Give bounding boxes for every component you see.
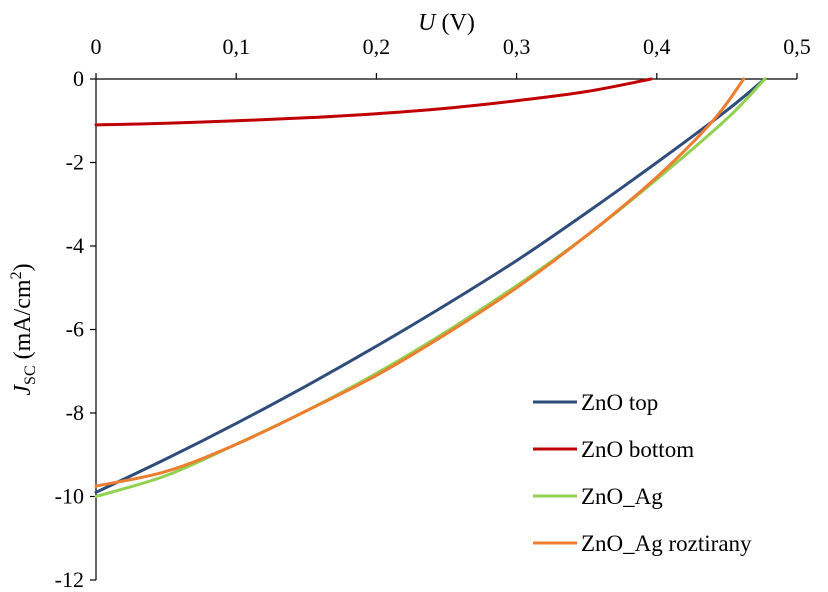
x-axis-unit: (V)	[436, 10, 475, 36]
x-tick-label: 0,2	[363, 34, 391, 59]
legend-label: ZnO top	[581, 390, 658, 415]
y-tick-label: -4	[66, 233, 84, 258]
legend-label: ZnO_Ag	[581, 484, 663, 509]
x-tick-label: 0,4	[643, 34, 671, 59]
y-tick-label: -2	[66, 150, 84, 175]
y-axis-superscript: 2	[8, 271, 25, 279]
y-axis-variable: J	[10, 384, 36, 396]
x-tick-label: 0,3	[503, 34, 531, 59]
series-line	[94, 77, 767, 494]
y-axis-subscript: SC	[22, 365, 39, 385]
series-group	[94, 77, 767, 498]
x-tick-label: 0	[91, 34, 102, 59]
legend-label: ZnO bottom	[581, 437, 694, 462]
series-line	[94, 77, 653, 127]
y-ticks: 0 -2 -4 -6 -8 -10 -12	[55, 66, 96, 592]
axes	[95, 78, 797, 580]
y-tick-label: 0	[73, 66, 84, 91]
y-axis-title: JSC (mA/cm2)	[8, 263, 39, 395]
legend-label: ZnO_Ag roztirany	[581, 531, 752, 556]
y-tick-label: -6	[66, 317, 84, 342]
legend: ZnO top ZnO bottom ZnO_Ag ZnO_Ag roztirany	[533, 390, 752, 556]
y-tick-label: -8	[66, 400, 84, 425]
series-line	[94, 77, 746, 488]
series-line	[94, 77, 767, 498]
y-axis-unit-end: )	[10, 263, 36, 271]
x-axis-title: U (V)	[418, 10, 475, 36]
y-tick-label: -12	[55, 567, 84, 592]
y-axis-unit-start: (mA/cm	[10, 279, 36, 365]
x-tick-label: 0,1	[222, 34, 250, 59]
y-tick-label: -10	[55, 484, 84, 509]
x-axis-variable: U	[418, 10, 437, 36]
x-ticks: 0 0,1 0,2 0,3 0,4 0,5	[91, 34, 811, 79]
x-tick-label: 0,5	[783, 34, 811, 59]
